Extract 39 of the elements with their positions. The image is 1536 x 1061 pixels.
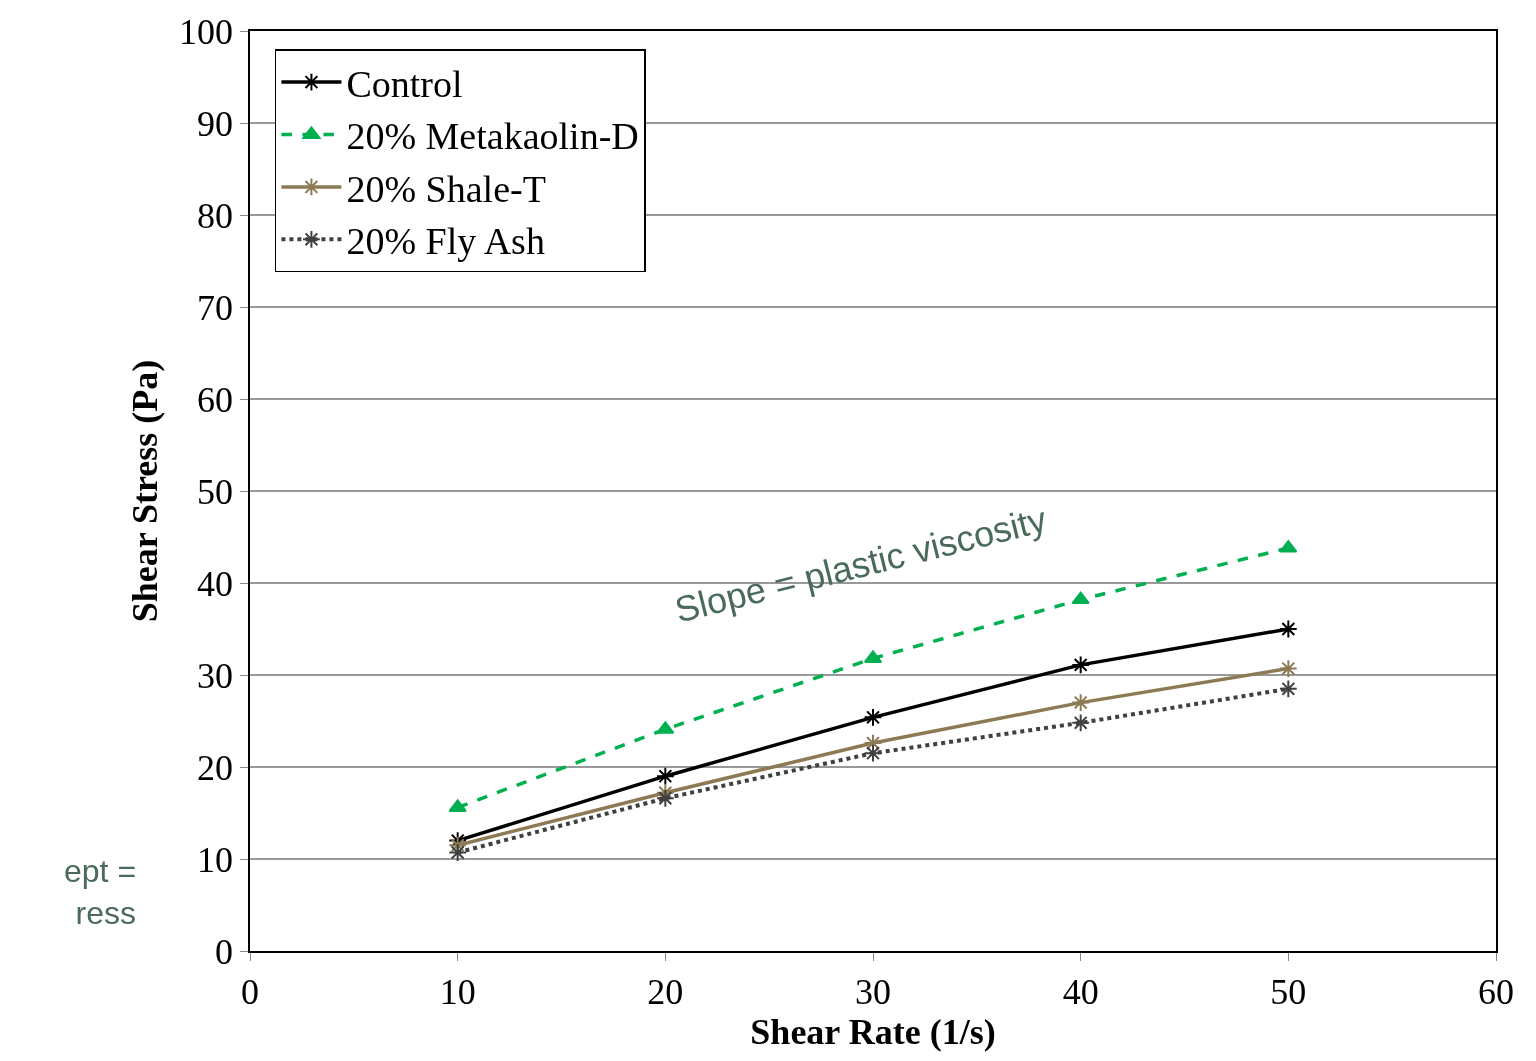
point	[1278, 679, 1298, 699]
y-tick-label: 10	[197, 839, 234, 880]
x-tick-label: 0	[241, 971, 259, 1012]
legend-label: 20% Shale-T	[346, 167, 546, 210]
point	[1278, 659, 1298, 678]
point	[448, 835, 468, 855]
legend-label: 20% Fly Ash	[346, 220, 545, 263]
x-tick-label: 40	[1062, 971, 1099, 1012]
x-tick-label: 10	[439, 971, 476, 1012]
y-axis-title: Shear Stress (Pa)	[125, 359, 166, 623]
y-tick-label: 40	[197, 563, 234, 604]
y-tick-label: 0	[215, 931, 234, 972]
text: ept = ress	[64, 853, 137, 931]
x-tick-label: 50	[1270, 971, 1307, 1012]
y-tick-label: 100	[179, 11, 234, 52]
x-tick-label: 30	[855, 971, 891, 1012]
legend-label: 20% Metakaolin-D	[346, 115, 639, 158]
point	[1071, 693, 1091, 712]
x-tick-label: 60	[1478, 971, 1514, 1012]
legend-label: Control	[346, 62, 463, 105]
y-tick-label: 70	[197, 287, 234, 328]
y-tick-label: 60	[197, 379, 234, 420]
y-tick-label: 90	[197, 103, 234, 144]
point	[448, 843, 468, 862]
point	[1278, 619, 1298, 639]
annotation: Slope = plastic viscosity	[670, 498, 1051, 631]
y-tick-label: 80	[197, 195, 234, 236]
point	[1071, 713, 1091, 733]
x-tick-label: 20	[647, 971, 684, 1012]
point	[863, 743, 883, 763]
y-tick-label: 30	[197, 655, 234, 696]
point	[1071, 591, 1090, 605]
point	[655, 788, 675, 808]
point	[655, 766, 675, 786]
point	[1071, 655, 1091, 675]
point	[863, 707, 883, 727]
y-tick-label: 20	[197, 747, 234, 788]
x-axis-title: Shear Rate (1/s)	[750, 1011, 996, 1052]
y-tick-label: 50	[197, 471, 234, 512]
